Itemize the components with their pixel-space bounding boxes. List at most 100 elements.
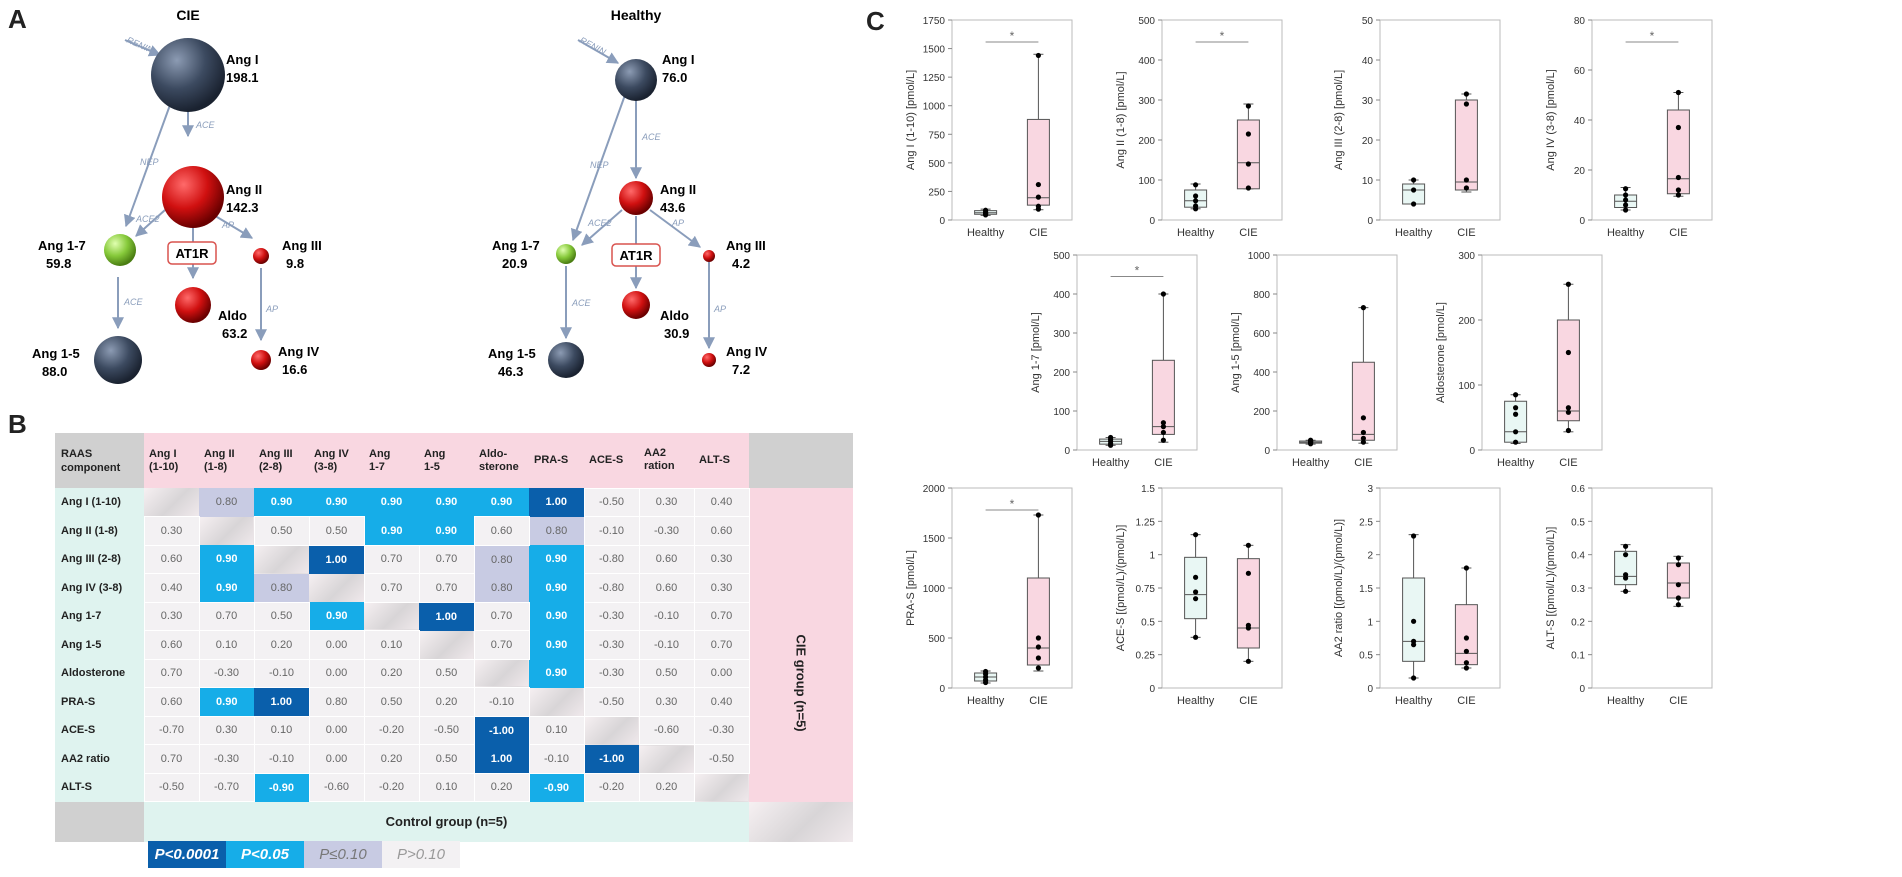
- correlation-cell: -0.30: [693, 715, 750, 745]
- significance-star: *: [1650, 29, 1655, 43]
- data-point: [1160, 424, 1166, 430]
- ang4-value-h: 7.2: [732, 362, 750, 377]
- data-point: [983, 668, 989, 675]
- y-tick-label: 1750: [923, 16, 946, 27]
- legend-p-le-010: P≤0.10: [304, 841, 382, 868]
- correlation-cell: 0.60: [143, 544, 200, 574]
- correlation-cell: 0.80: [254, 573, 309, 602]
- y-tick-label: 0.4: [1571, 551, 1585, 562]
- box-healthy: [1184, 556, 1208, 620]
- x-tick-label: CIE: [1239, 695, 1257, 707]
- correlation-cell: 0.70: [418, 544, 475, 574]
- y-tick-label: 600: [1253, 329, 1270, 340]
- data-point: [1160, 429, 1166, 436]
- data-point: [1623, 572, 1629, 578]
- correlation-cell: 0.50: [363, 687, 420, 717]
- data-point: [1160, 420, 1166, 426]
- at1r-box-h: [611, 243, 661, 267]
- data-point: [1193, 574, 1199, 580]
- y-tick-label: 500: [928, 159, 945, 170]
- ang3-value: 9.8: [286, 256, 304, 271]
- aldo-name-h: Aldo: [660, 308, 689, 323]
- correlation-cell: 0.80: [308, 687, 365, 717]
- column-header: Ang 1-7: [364, 433, 419, 488]
- correlation-cell: 0.10: [253, 715, 310, 745]
- correlation-cell: -0.30: [198, 744, 255, 774]
- correlation-cell: 0.20: [418, 687, 475, 717]
- data-point: [1193, 532, 1199, 538]
- data-point: [1411, 618, 1417, 624]
- x-tick-label: Healthy: [1395, 695, 1433, 707]
- data-point: [1035, 512, 1041, 518]
- data-point: [1245, 131, 1251, 137]
- ang1-node: [151, 38, 225, 112]
- y-tick-label: 400: [1053, 290, 1070, 301]
- y-tick-label: 80: [1574, 16, 1586, 27]
- correlation-cell: 0.70: [418, 573, 475, 603]
- correlation-cell: 0.70: [363, 573, 420, 603]
- correlation-cell: -0.30: [583, 630, 640, 660]
- correlation-cell: -0.30: [583, 601, 640, 631]
- ang17-node: [104, 234, 136, 266]
- correlation-cell: -0.30: [583, 658, 640, 688]
- y-axis-label: PRA-S [pmol/L]: [905, 550, 917, 626]
- ang15-name-h: Ang 1-5: [488, 346, 536, 361]
- correlation-cell: 0.70: [473, 630, 530, 660]
- ace-label: ACE: [195, 120, 216, 130]
- data-point: [1463, 565, 1469, 571]
- correlation-cell: 0.90: [529, 545, 584, 574]
- data-point: [1193, 198, 1199, 204]
- ang17-value: 59.8: [46, 256, 71, 271]
- data-point: [1675, 174, 1681, 181]
- correlation-cell: 0.20: [638, 772, 695, 802]
- data-point: [1035, 194, 1041, 200]
- matrix-diagonal: [144, 488, 199, 517]
- correlation-cell: -0.20: [363, 772, 420, 802]
- correlation-cell: -1.00: [584, 744, 639, 773]
- data-point: [983, 207, 989, 213]
- ang2-value-h: 43.6: [660, 200, 685, 215]
- row-header: Ang IV (3-8): [55, 573, 144, 602]
- ace-label-2: ACE: [123, 297, 144, 307]
- data-point: [1623, 207, 1629, 213]
- ap-label-2: AP: [265, 304, 278, 314]
- y-tick-label: 750: [928, 130, 945, 141]
- y-tick-label: 1500: [923, 45, 946, 56]
- correlation-cell: 0.90: [199, 545, 254, 574]
- data-point: [1411, 187, 1417, 193]
- correlation-cell: 0.20: [363, 744, 420, 774]
- data-point: [1411, 177, 1417, 183]
- correlation-cell: 0.90: [254, 488, 309, 517]
- y-axis-label: AA2 ratio [(pmol/L)/(pmol/L)]: [1333, 519, 1345, 657]
- ang2-name-h: Ang II: [660, 182, 696, 197]
- column-header: Ang III (2-8): [254, 433, 309, 488]
- data-point: [1360, 429, 1366, 436]
- y-tick-label: 1: [1367, 617, 1373, 628]
- correlation-cell: -0.10: [253, 744, 310, 774]
- data-point: [1675, 124, 1681, 131]
- box-cie: [1556, 319, 1580, 422]
- y-axis-label: ALT-S [(pmol/L)/(pmol/L)]: [1545, 527, 1557, 650]
- data-point: [1463, 665, 1469, 671]
- data-point: [1411, 533, 1417, 539]
- x-tick-label: Healthy: [1292, 457, 1330, 469]
- data-point: [1623, 552, 1629, 558]
- plot-frame: [1481, 254, 1603, 451]
- data-point: [1675, 89, 1681, 96]
- box-plot: 0 10 20 30 40 50 Ang III (2-8) [pmol/L] Healthy…: [1333, 16, 1501, 239]
- y-tick-label: 400: [1253, 368, 1270, 379]
- box-plot: 0 0.25 0.5 0.75 1 1.25 1.5 ACE-S [(pmol/L)/(pmo…: [1115, 484, 1283, 707]
- correlation-cell: 0.70: [143, 744, 200, 774]
- x-tick-label: Healthy: [967, 695, 1005, 707]
- plot-frame: [1591, 487, 1713, 689]
- y-axis-label: ACE-S [(pmol/L)/(pmol/L)]: [1115, 525, 1127, 652]
- ang17-node-h: [556, 244, 576, 264]
- ang17-name: Ang 1-7: [38, 238, 86, 253]
- x-tick-label: CIE: [1154, 457, 1172, 469]
- y-tick-label: 0: [1469, 446, 1475, 457]
- legend-p-gt-010: P>0.10: [382, 841, 460, 868]
- y-tick-label: 0: [1367, 216, 1373, 227]
- ang3-value-h: 4.2: [732, 256, 750, 271]
- y-tick-label: 1000: [923, 102, 946, 113]
- column-header: Ang I (1-10): [144, 433, 199, 488]
